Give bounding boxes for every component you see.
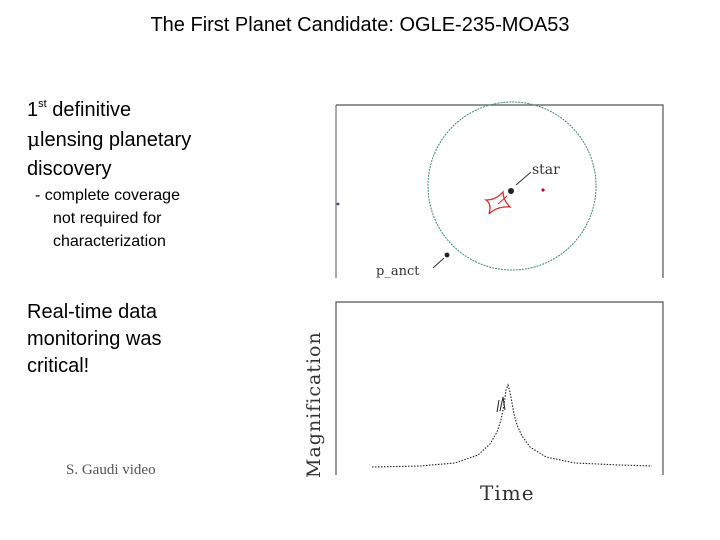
slide-title: The First Planet Candidate: OGLE-235-MOA… xyxy=(150,14,570,36)
star-pointer xyxy=(515,171,532,186)
planet-anomaly xyxy=(496,396,506,413)
bullet-line2: lensing planetary xyxy=(40,129,192,151)
bullet2-line2: monitoring was xyxy=(27,328,162,350)
stray-dot xyxy=(336,202,340,206)
x-axis-label: Time xyxy=(480,481,535,505)
star-label: star xyxy=(532,162,560,178)
sub-bullet-line1: - complete coverage xyxy=(35,187,180,204)
bullet2-line1: Real-time data xyxy=(27,301,158,323)
einstein-ring xyxy=(427,101,597,271)
bullet-realtime: Real-time data monitoring was critical! xyxy=(27,299,277,380)
bullet-superscript: st xyxy=(38,98,47,110)
bullet-number: 1 xyxy=(27,99,39,121)
geometry-panel: star p_anct xyxy=(335,101,664,279)
planet-dot xyxy=(444,252,450,258)
lens-star-dot xyxy=(508,188,514,194)
bullet-line1-rest: definitive xyxy=(46,99,132,121)
sub-bullet-coverage: - complete coverage not required for cha… xyxy=(35,184,285,253)
geometry-frame xyxy=(336,104,664,278)
light-curve xyxy=(371,383,653,468)
bullet2-line3: critical! xyxy=(27,355,90,377)
bullet-discovery: 1st definitive μlensing planetary discov… xyxy=(27,96,277,184)
source-track xyxy=(497,195,508,205)
sub-bullet-line3: characterization xyxy=(53,233,166,250)
planet-pointer xyxy=(432,257,445,269)
bullet-line3: discovery xyxy=(27,158,112,180)
lightcurve-panel: Magnification Time xyxy=(303,301,664,505)
mu-symbol: μ xyxy=(27,127,40,151)
planet-label: p_anct xyxy=(376,264,420,279)
caustic-curve xyxy=(483,190,512,215)
lightcurve-frame xyxy=(335,301,664,475)
video-credit: S. Gaudi video xyxy=(66,462,156,478)
star-marker xyxy=(541,188,545,192)
sub-bullet-line2: not required for xyxy=(53,210,162,227)
y-axis-label: Magnification xyxy=(303,331,325,478)
